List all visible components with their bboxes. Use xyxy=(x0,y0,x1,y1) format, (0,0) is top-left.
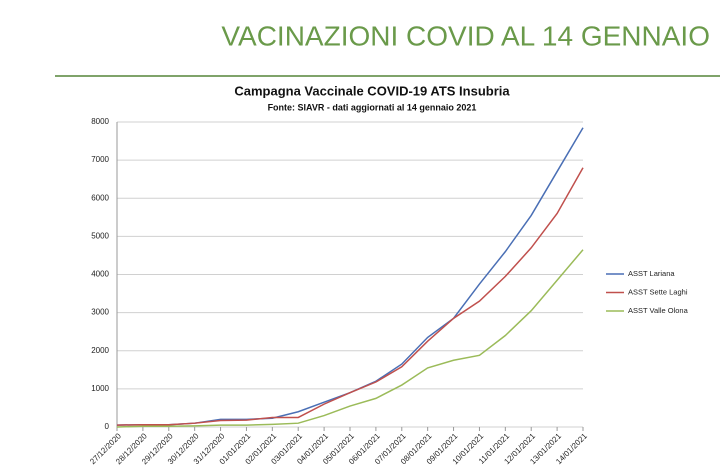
y-tick-label: 4000 xyxy=(91,270,109,279)
series-line xyxy=(116,249,584,428)
series-line xyxy=(116,167,584,426)
slide-title: VACINAZIONI COVID AL 14 GENNAIO xyxy=(221,20,710,51)
series-line xyxy=(116,127,584,426)
y-tick-label: 8000 xyxy=(91,117,109,126)
y-tick-label: 3000 xyxy=(91,308,109,317)
y-tick-label: 5000 xyxy=(91,231,109,240)
chart-subtitle: Fonte: SIAVR - dati aggiornati al 14 gen… xyxy=(268,102,477,112)
legend-label: ASST Lariana xyxy=(628,269,675,278)
legend-label: ASST Sette Laghi xyxy=(628,287,688,296)
y-tick-label: 1000 xyxy=(91,384,109,393)
legend-label: ASST Valle Olona xyxy=(628,306,689,315)
chart-title: Campagna Vaccinale COVID-19 ATS Insubria xyxy=(234,83,510,98)
y-tick-label: 0 xyxy=(105,422,110,431)
y-tick-label: 2000 xyxy=(91,346,109,355)
y-tick-label: 7000 xyxy=(91,155,109,164)
y-tick-label: 6000 xyxy=(91,193,109,202)
